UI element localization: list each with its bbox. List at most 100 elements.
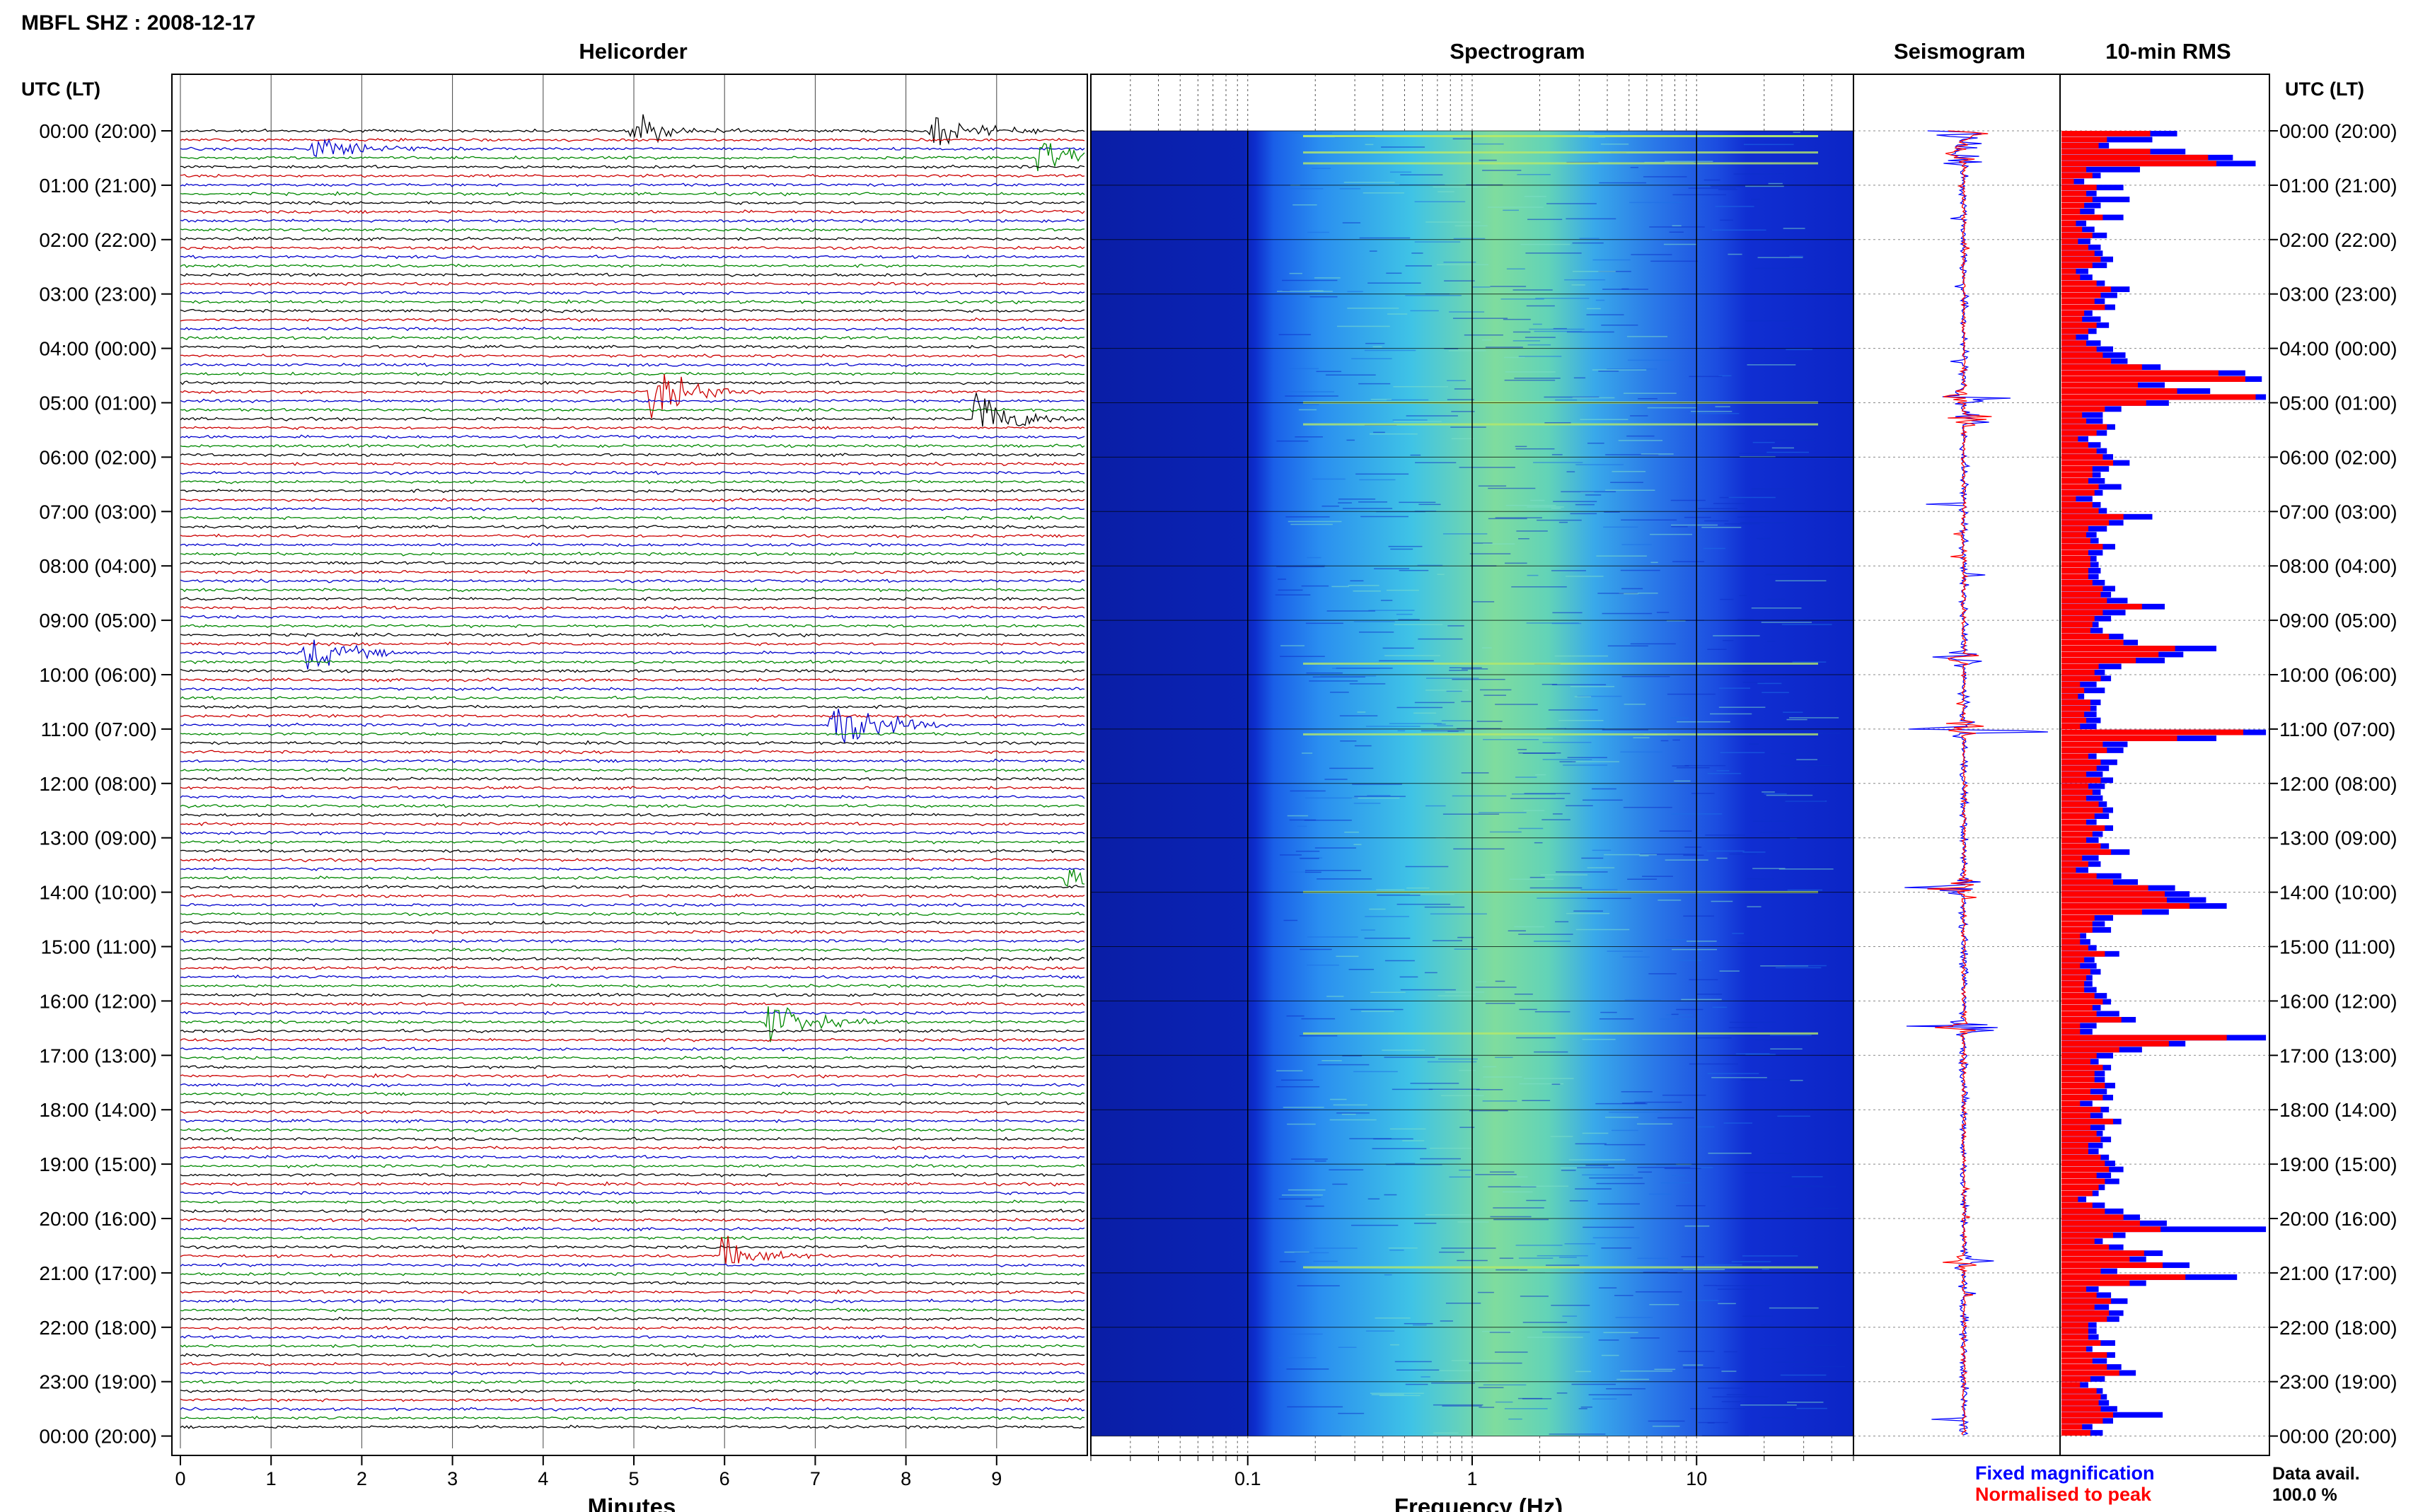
rms-bar-normalised: [2061, 1280, 2130, 1286]
spectrogram-streak: [1659, 830, 1692, 832]
spectrogram-streak: [1715, 206, 1754, 207]
spectrogram-streak: [1397, 730, 1406, 732]
spectrogram-streak: [1607, 950, 1643, 952]
spectrogram-streak: [1767, 1153, 1792, 1154]
spectrogram-streak: [1437, 574, 1445, 576]
spectrogram-streak: [1752, 820, 1789, 822]
spectrogram-streak: [1469, 1110, 1508, 1112]
rms-bar-normalised: [2061, 532, 2087, 538]
spectrogram-streak: [1707, 1422, 1715, 1424]
time-label-right: 00:00 (20:00): [2279, 120, 2397, 142]
spectrogram-streak: [1508, 930, 1526, 931]
spectrogram-streak: [1688, 187, 1736, 189]
rms-bar-normalised: [2061, 1178, 2105, 1185]
spectrogram-streak: [1663, 243, 1697, 245]
helicorder-trace: [180, 639, 1085, 670]
time-label-right: 19:00 (15:00): [2279, 1153, 2397, 1175]
rms-bar-normalised: [2061, 316, 2083, 322]
spectrogram-streak: [1518, 356, 1562, 357]
spectrogram-streak: [1587, 442, 1604, 444]
spectrogram-streak: [1300, 948, 1332, 950]
rms-bar-normalised: [2061, 634, 2110, 640]
spectrogram-streak: [1597, 593, 1638, 594]
helicorder-trace: [180, 298, 1085, 305]
rms-bar-normalised: [2061, 472, 2093, 478]
spectrogram-streak: [1388, 545, 1423, 547]
spectrogram-streak: [1485, 1003, 1515, 1004]
rms-bar-normalised: [2061, 711, 2085, 718]
helicorder-trace: [180, 956, 1085, 962]
spectrogram-streak: [1505, 371, 1556, 373]
rms-bar-normalised: [2061, 142, 2099, 149]
spectrogram-streak: [1353, 591, 1381, 592]
helicorder-trace: [180, 848, 1085, 854]
left-time-labels: 00:00 (20:00) 01:00 (21:00) 02:00 (22:00) 0…: [39, 120, 172, 1448]
spectrogram-streak: [1372, 1148, 1427, 1149]
rms-bar-normalised: [2061, 807, 2103, 813]
spectrogram-streak: [1286, 1015, 1305, 1017]
helicorder-trace: [180, 200, 1085, 206]
helicorder-trace: [180, 137, 1085, 142]
helicorder-trace: [180, 632, 1085, 638]
spectrogram-streak: [1555, 871, 1608, 873]
rms-bar-normalised: [2061, 1035, 2227, 1041]
spectrogram-streak: [1494, 1351, 1528, 1353]
spectrogram-streak: [1440, 1320, 1453, 1322]
spectrogram-streak: [1566, 331, 1614, 333]
spectrogram-streak: [1358, 383, 1391, 385]
spectrogram-streak: [1592, 1398, 1617, 1400]
spectrogram-streak: [1534, 330, 1583, 332]
spectrogram-streak: [1285, 516, 1330, 518]
spectrogram-streak: [1549, 1434, 1606, 1435]
spectrogram-streak: [1741, 1079, 1791, 1081]
rms-bar-normalised: [2061, 903, 2190, 909]
time-label-left: 08:00 (04:00): [39, 555, 157, 577]
helicorder-trace: [180, 767, 1085, 772]
spectrogram-streak: [1516, 530, 1548, 532]
spectrogram-streak: [1451, 438, 1474, 440]
spectrogram-streak: [1457, 728, 1501, 730]
spectrogram-streak: [1428, 1088, 1480, 1091]
rms-bar-normalised: [2061, 1154, 2101, 1161]
spectrogram-streak: [1431, 1382, 1476, 1384]
spectrogram-streak: [1469, 553, 1511, 554]
rms-bar-normalised: [2061, 1148, 2088, 1155]
rms-bar-normalised: [2061, 586, 2103, 592]
spectrogram-streak: [1413, 712, 1437, 714]
spectrogram-streak: [1623, 806, 1672, 808]
spectrogram-streak: [1398, 619, 1420, 620]
spectrogram-streak: [1347, 291, 1363, 293]
spectrogram-streak: [1495, 1057, 1513, 1059]
spectrogram-streak: [1636, 1123, 1673, 1125]
helicorder-trace: [180, 659, 1085, 665]
spectrogram-streak: [1313, 1260, 1338, 1262]
rms-bar-normalised: [2061, 1136, 2101, 1143]
spectrogram-streak: [1389, 1344, 1399, 1346]
spectrogram-streak: [1433, 1432, 1459, 1434]
helicorder-trace: [180, 740, 1085, 746]
spectrogram-streak: [1433, 723, 1446, 725]
spectrogram-streak: [1551, 570, 1586, 571]
spectrogram-streak: [1691, 410, 1732, 412]
spectrogram-streak: [1641, 453, 1674, 455]
rms-bar-normalised: [2061, 1340, 2101, 1347]
spectrogram-streak: [1704, 1264, 1742, 1266]
spectrogram-streak: [1442, 1405, 1482, 1407]
spectrogram-streak: [1764, 793, 1787, 795]
spectrogram-streak: [1478, 485, 1507, 487]
rms-bar-normalised: [2061, 489, 2095, 496]
spectrogram-streak: [1781, 764, 1832, 767]
spectrogram-streak: [1789, 717, 1839, 719]
spectrogram-streak: [1290, 790, 1326, 792]
spectrogram-streak: [1580, 1406, 1592, 1408]
spectrogram-streak: [1555, 921, 1569, 923]
helicorder-trace: [180, 1344, 1085, 1349]
spectrogram-streak: [1453, 238, 1486, 240]
spectrogram-streak: [1555, 399, 1578, 401]
time-label-left: 06:00 (02:00): [39, 446, 157, 468]
spectrogram-streak: [1760, 832, 1783, 833]
spectrogram-streak: [1534, 1011, 1570, 1013]
spectrogram-streak: [1482, 170, 1522, 171]
spectrogram-streak: [1415, 462, 1457, 463]
spectrogram-streak: [1520, 1296, 1549, 1297]
